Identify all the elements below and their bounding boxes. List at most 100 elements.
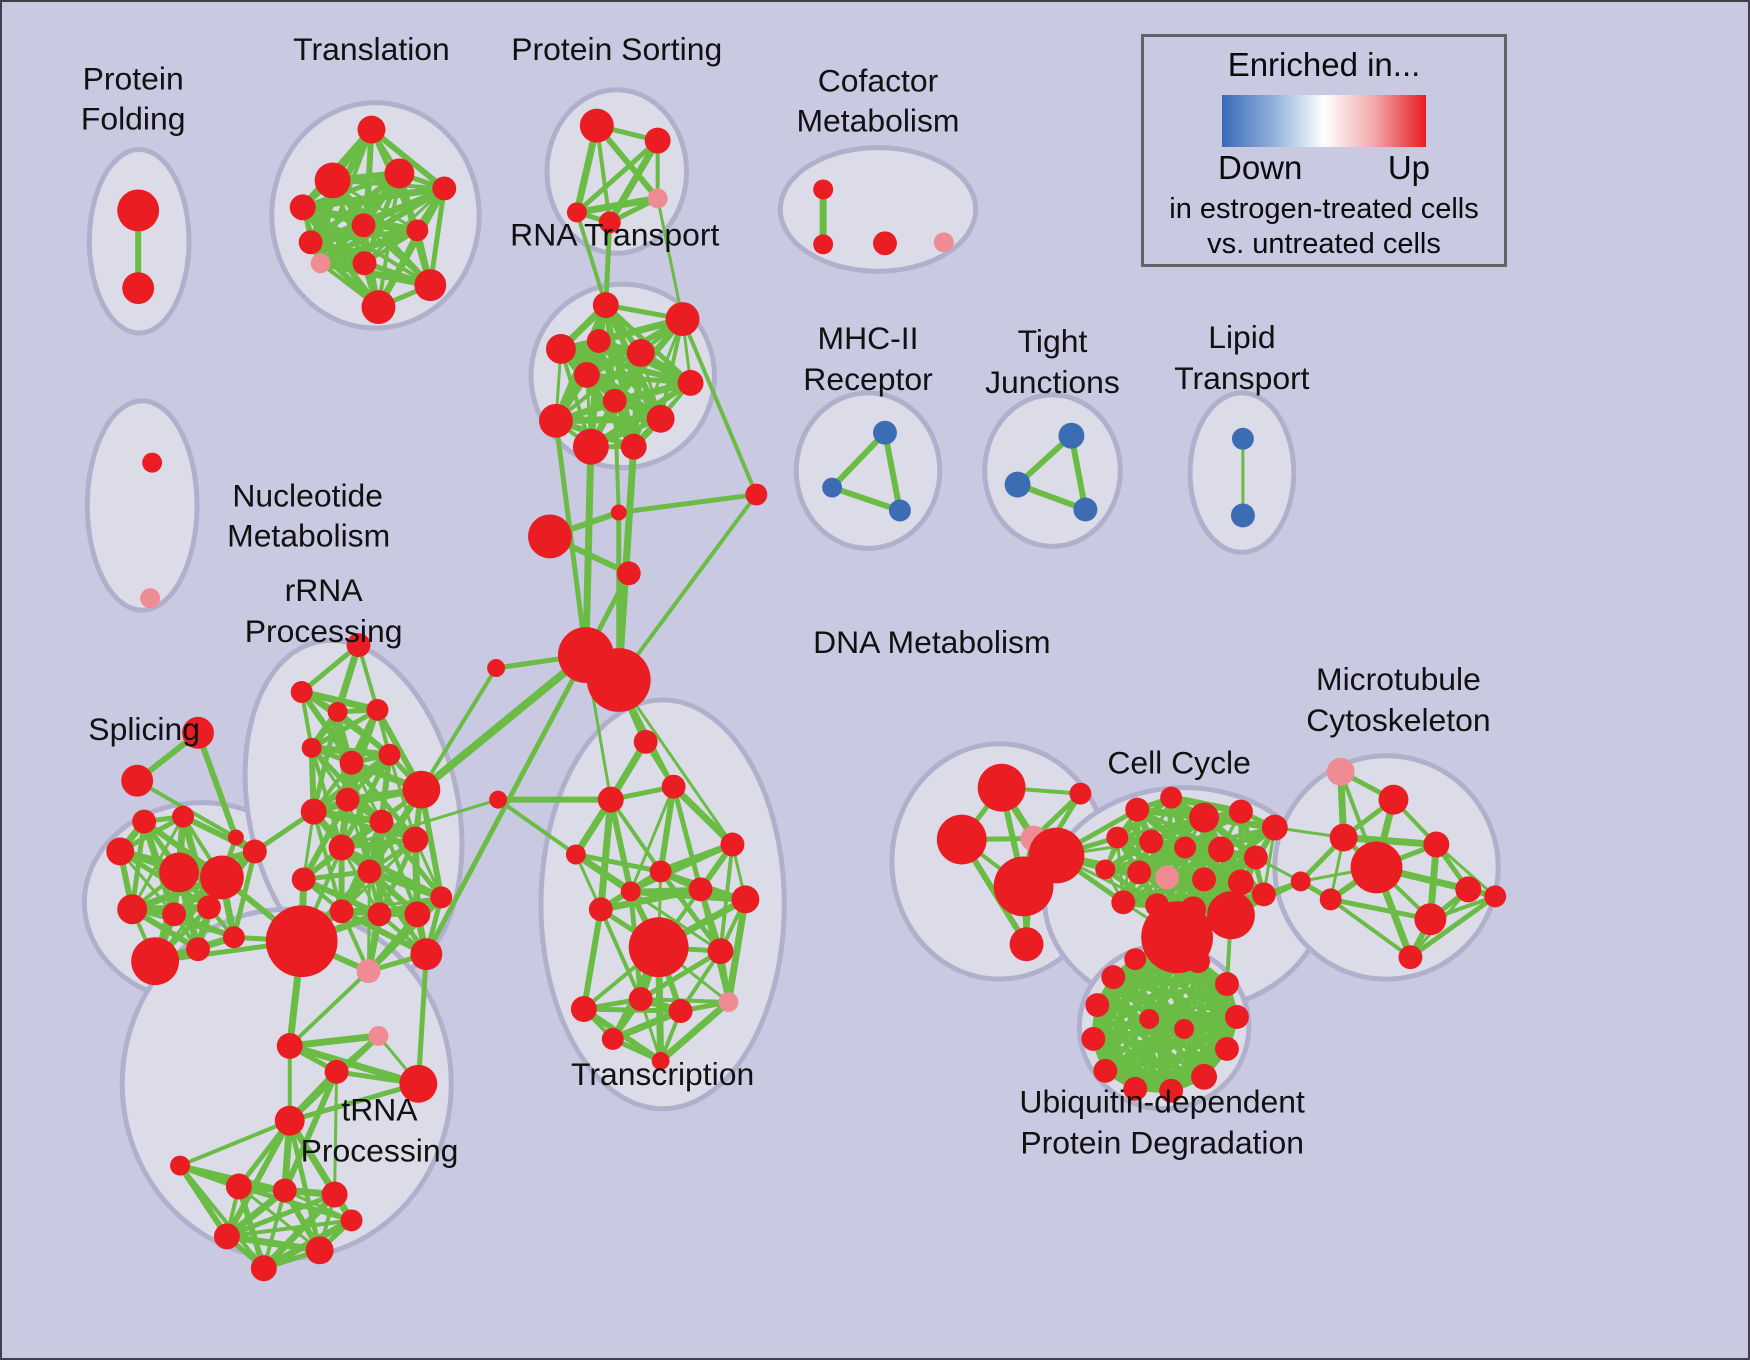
node-red-transcription (688, 877, 713, 902)
node-red-ubiquitin-degradation (1093, 1058, 1118, 1083)
node-red-connectors (586, 648, 651, 712)
node-blue-lipid-transport (1231, 427, 1254, 450)
node-red-rna-transport (538, 403, 573, 438)
edge-ubiquitin-degradation (1090, 956, 1138, 1042)
node-red-ubiquitin-degradation (1224, 1005, 1249, 1029)
cluster-label: Splicing (88, 711, 200, 747)
node-red-rna-transport (602, 388, 627, 413)
edge-link (582, 443, 595, 659)
edge-translation (363, 186, 446, 265)
legend-caption-line2: vs. untreated cells (1207, 228, 1441, 261)
edge-translation (317, 226, 421, 267)
node-red-cell-cycle (1095, 859, 1116, 880)
node-blue-tight-junctions (1073, 497, 1098, 522)
node-red-protein-sorting (644, 127, 671, 154)
node-red-cell-cycle (1208, 836, 1234, 863)
node-red-trna-processing (274, 1105, 305, 1136)
node-red-cell-cycle (1111, 890, 1136, 915)
node-red-protein-folding (122, 272, 155, 305)
node-red-trna-processing (225, 1173, 252, 1200)
node-red-rna-transport (646, 404, 675, 433)
node-blue-tight-junctions (1058, 422, 1085, 449)
node-red-connectors (616, 561, 641, 586)
legend-up-label: Up (1387, 149, 1430, 186)
node-red-translation (406, 219, 429, 242)
node-red-translation (314, 162, 351, 199)
node-red-rrna-processing (367, 902, 392, 927)
node-red-splicing (172, 805, 195, 828)
cluster-label: DNA Metabolism (813, 624, 1050, 660)
node-red-transcription (601, 1027, 624, 1050)
node-blue-lipid-transport (1230, 503, 1255, 528)
node-red-ubiquitin-degradation (1123, 1076, 1148, 1101)
node-red-trna-processing (399, 1064, 438, 1103)
edge-transcription (628, 842, 735, 894)
node-red-translation (351, 213, 376, 238)
edge-transcription (629, 785, 676, 893)
node-red-rrna-processing (430, 886, 453, 909)
edge-trna-processing (224, 1218, 354, 1239)
node-red-connectors (489, 790, 508, 809)
node-red-microtubule-cytoskeleton (1350, 841, 1403, 894)
node-red-ubiquitin-degradation (1191, 1063, 1217, 1090)
node-red-trna-processing (324, 1059, 349, 1084)
node-red-translation (432, 176, 457, 201)
node-pink-transcription (718, 992, 739, 1013)
node-red-cell-cycle (1228, 799, 1253, 824)
edge-trna-processing (260, 1190, 339, 1272)
edge-translation (368, 126, 448, 192)
node-red-connectors (528, 514, 572, 559)
node-red-splicing (106, 837, 135, 866)
node-red-microtubule-cytoskeleton (1455, 876, 1482, 903)
cluster-label: Metabolism (227, 517, 390, 553)
node-red-protein-sorting (566, 202, 587, 223)
node-red-splicing (131, 937, 180, 986)
node-red-cell-cycle (1261, 814, 1288, 841)
edge-trna-processing (223, 1117, 293, 1240)
edge-mhc2-receptor (829, 429, 888, 491)
node-red-transcription (565, 844, 586, 865)
edge-transcription (670, 783, 736, 849)
edge-trna-processing (283, 1188, 354, 1222)
node-red-ubiquitin-degradation (1214, 972, 1239, 997)
node-red-cell-cycle (1174, 836, 1197, 859)
cluster-label: tRNA (341, 1092, 418, 1128)
node-red-microtubule-cytoskeleton (1414, 903, 1447, 936)
edge-ubiquitin-degradation (1102, 974, 1116, 1074)
node-red-rna-transport (592, 292, 619, 319)
edge-cell-cycle (1119, 875, 1208, 906)
node-red-dna-metabolism (1069, 782, 1092, 805)
node-red-microtubule-cytoskeleton (1378, 784, 1409, 815)
node-red-rna-transport (626, 339, 655, 367)
edge-transcription (573, 851, 664, 874)
node-red-dna-metabolism (977, 763, 1026, 812)
edge-trna-processing (178, 1163, 266, 1271)
node-red-rrna-processing (410, 938, 443, 971)
edge-link (616, 492, 759, 682)
legend-caption-line1: in estrogen-treated cells (1169, 193, 1479, 225)
node-red-cell-cycle (1189, 802, 1219, 833)
edge-transcription (657, 783, 677, 875)
node-red-ubiquitin-degradation (1101, 965, 1126, 990)
node-red-trna-processing (170, 1155, 191, 1176)
edge-rna-transport (611, 379, 695, 405)
cluster-label: Protein Sorting (511, 31, 722, 67)
node-red-rrna-processing (339, 750, 364, 775)
node-red-ubiquitin-degradation (1174, 1019, 1195, 1039)
node-red-trna-processing (213, 1223, 240, 1250)
node-red-rna-transport (620, 433, 647, 460)
edge-ubiquitin-degradation (1132, 1026, 1187, 1092)
node-red-transcription (620, 881, 641, 902)
edge-rrna-processing (309, 707, 380, 751)
cluster-ellipse-mhc2-receptor (793, 390, 943, 551)
node-pink-rrna-processing (356, 959, 381, 984)
node-red-trna-processing (305, 1236, 334, 1265)
node-red-rrna-processing (290, 680, 313, 703)
edge-rrna-processing (311, 809, 418, 842)
node-red-cell-cycle (1207, 891, 1255, 940)
edge-trna-processing (178, 1118, 292, 1168)
node-red-transcription (570, 996, 597, 1022)
edge-mhc2-receptor (881, 429, 903, 514)
edge-ubiquitin-degradation (1132, 956, 1230, 1052)
